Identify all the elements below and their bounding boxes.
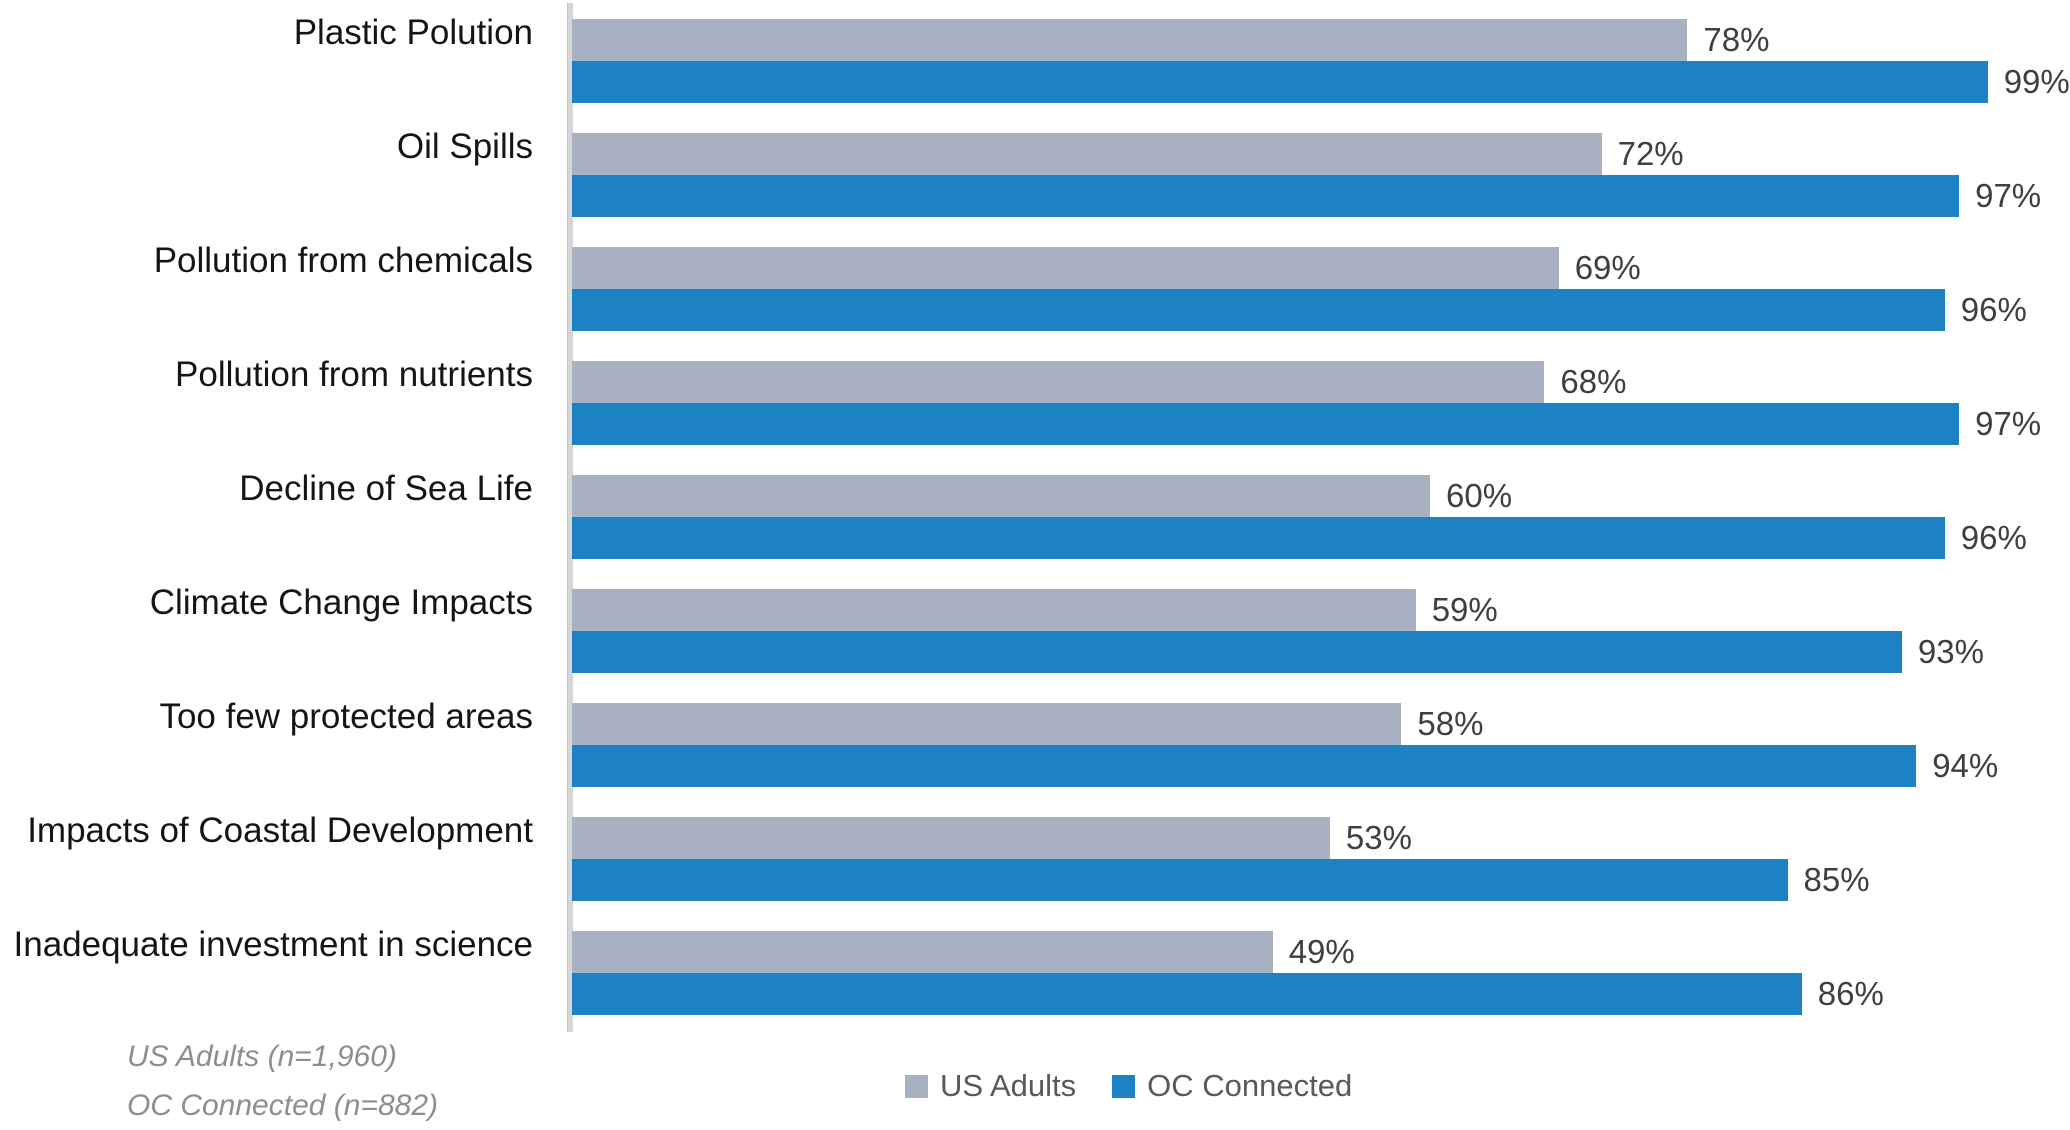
bar-line: 69% [572,247,2002,289]
value-label: 99% [2003,63,2070,100]
bar-us-adults [572,931,1273,973]
bar-group: 72% 97% [572,133,2041,217]
value-label: 86% [1817,975,1884,1012]
value-label: 78% [1703,21,1770,58]
bar-oc-connected [572,631,1902,673]
bar-line: 96% [572,289,2027,331]
category-label: Pollution from chemicals [153,241,533,280]
bar-us-adults [572,589,1416,631]
value-label: 60% [1446,477,1513,514]
value-label: 93% [1917,633,1984,670]
bar-oc-connected [572,973,1802,1015]
bar-line: 68% [572,361,2002,403]
bar-line: 96% [572,517,2027,559]
value-label: 59% [1431,591,1498,628]
bar-oc-connected [572,61,1988,103]
value-label: 96% [1960,291,2027,328]
bar-line: 78% [572,19,2002,61]
value-label: 49% [1288,933,1355,970]
value-label: 96% [1960,519,2027,556]
bar-line: 97% [572,175,2041,217]
value-label: 85% [1803,861,1870,898]
value-label: 94% [1932,747,1999,784]
chart-row: Decline of Sea Life 60% 96% [0,469,2070,559]
bar-group: 68% 97% [572,361,2041,445]
value-label: 53% [1345,819,1412,856]
bar-us-adults [572,247,1559,289]
bar-oc-connected [572,517,1945,559]
chart-row: Too few protected areas 58% 94% [0,697,2070,787]
bar-us-adults [572,817,1330,859]
chart-row: Inadequate investment in science 49% 86% [0,925,2070,1015]
chart-row: Pollution from chemicals 69% 96% [0,241,2070,331]
value-label: 97% [1975,405,2042,442]
y-axis-line [567,3,573,1032]
bar-us-adults [572,703,1402,745]
footnote: US Adults (n=1,960) OC Connected (n=882) [127,1032,438,1130]
legend: US Adults OC Connected [905,1068,1352,1104]
bar-us-adults [572,475,1430,517]
bar-line: 94% [572,745,2002,787]
legend-swatch-oc-connected [1112,1074,1136,1098]
legend-item-oc-connected: OC Connected [1112,1068,1352,1104]
bar-line: 99% [572,61,2070,103]
category-label: Impacts of Coastal Development [27,811,533,850]
bar-group: 53% 85% [572,817,2002,901]
legend-swatch-us-adults [905,1074,928,1098]
bar-oc-connected [572,403,1960,445]
bar-line: 97% [572,403,2041,445]
value-label: 58% [1417,705,1484,742]
chart-row: Impacts of Coastal Development 53% 85% [0,811,2070,901]
footnote-line-2: OC Connected (n=882) [127,1089,439,1122]
bar-line: 86% [572,973,2002,1015]
bar-line: 49% [572,931,2002,973]
bar-oc-connected [572,175,1960,217]
bar-line: 85% [572,859,2002,901]
category-label: Climate Change Impacts [149,583,533,622]
value-label: 72% [1617,135,1684,172]
bar-group: 60% 96% [572,475,2027,559]
legend-label-oc-connected: OC Connected [1147,1068,1353,1103]
chart-row: Plastic Polution 78% 99% [0,13,2070,103]
chart-rows: Plastic Polution 78% 99% Oil Spills 72% 97% Po… [0,13,2070,1045]
legend-label-us-adults: US Adults [940,1068,1077,1103]
bar-line: 93% [572,631,2002,673]
bar-line: 58% [572,703,2002,745]
bar-group: 78% 99% [572,19,2070,103]
bar-oc-connected [572,289,1945,331]
category-label: Inadequate investment in science [13,925,534,964]
value-label: 69% [1574,249,1641,286]
chart-row: Pollution from nutrients 68% 97% [0,355,2070,445]
bar-group: 58% 94% [572,703,2002,787]
bar-oc-connected [572,745,1917,787]
bar-line: 60% [572,475,2002,517]
bar-line: 53% [572,817,2002,859]
value-label: 68% [1560,363,1627,400]
chart-row: Climate Change Impacts 59% 93% [0,583,2070,673]
bar-us-adults [572,361,1545,403]
footnote-line-1: US Adults (n=1,960) [127,1040,397,1073]
value-label: 97% [1975,177,2042,214]
category-label: Oil Spills [396,127,533,166]
chart-row: Oil Spills 72% 97% [0,127,2070,217]
category-label: Plastic Polution [293,13,533,52]
bar-group: 49% 86% [572,931,2002,1015]
bar-us-adults [572,133,1602,175]
legend-item-us-adults: US Adults [905,1068,1076,1104]
bar-oc-connected [572,859,1788,901]
bar-line: 59% [572,589,2002,631]
bar-line: 72% [572,133,2002,175]
bar-group: 59% 93% [572,589,2002,673]
bar-us-adults [572,19,1688,61]
category-label: Decline of Sea Life [239,469,533,508]
bar-group: 69% 96% [572,247,2027,331]
category-label: Too few protected areas [159,697,533,736]
category-label: Pollution from nutrients [175,355,533,394]
